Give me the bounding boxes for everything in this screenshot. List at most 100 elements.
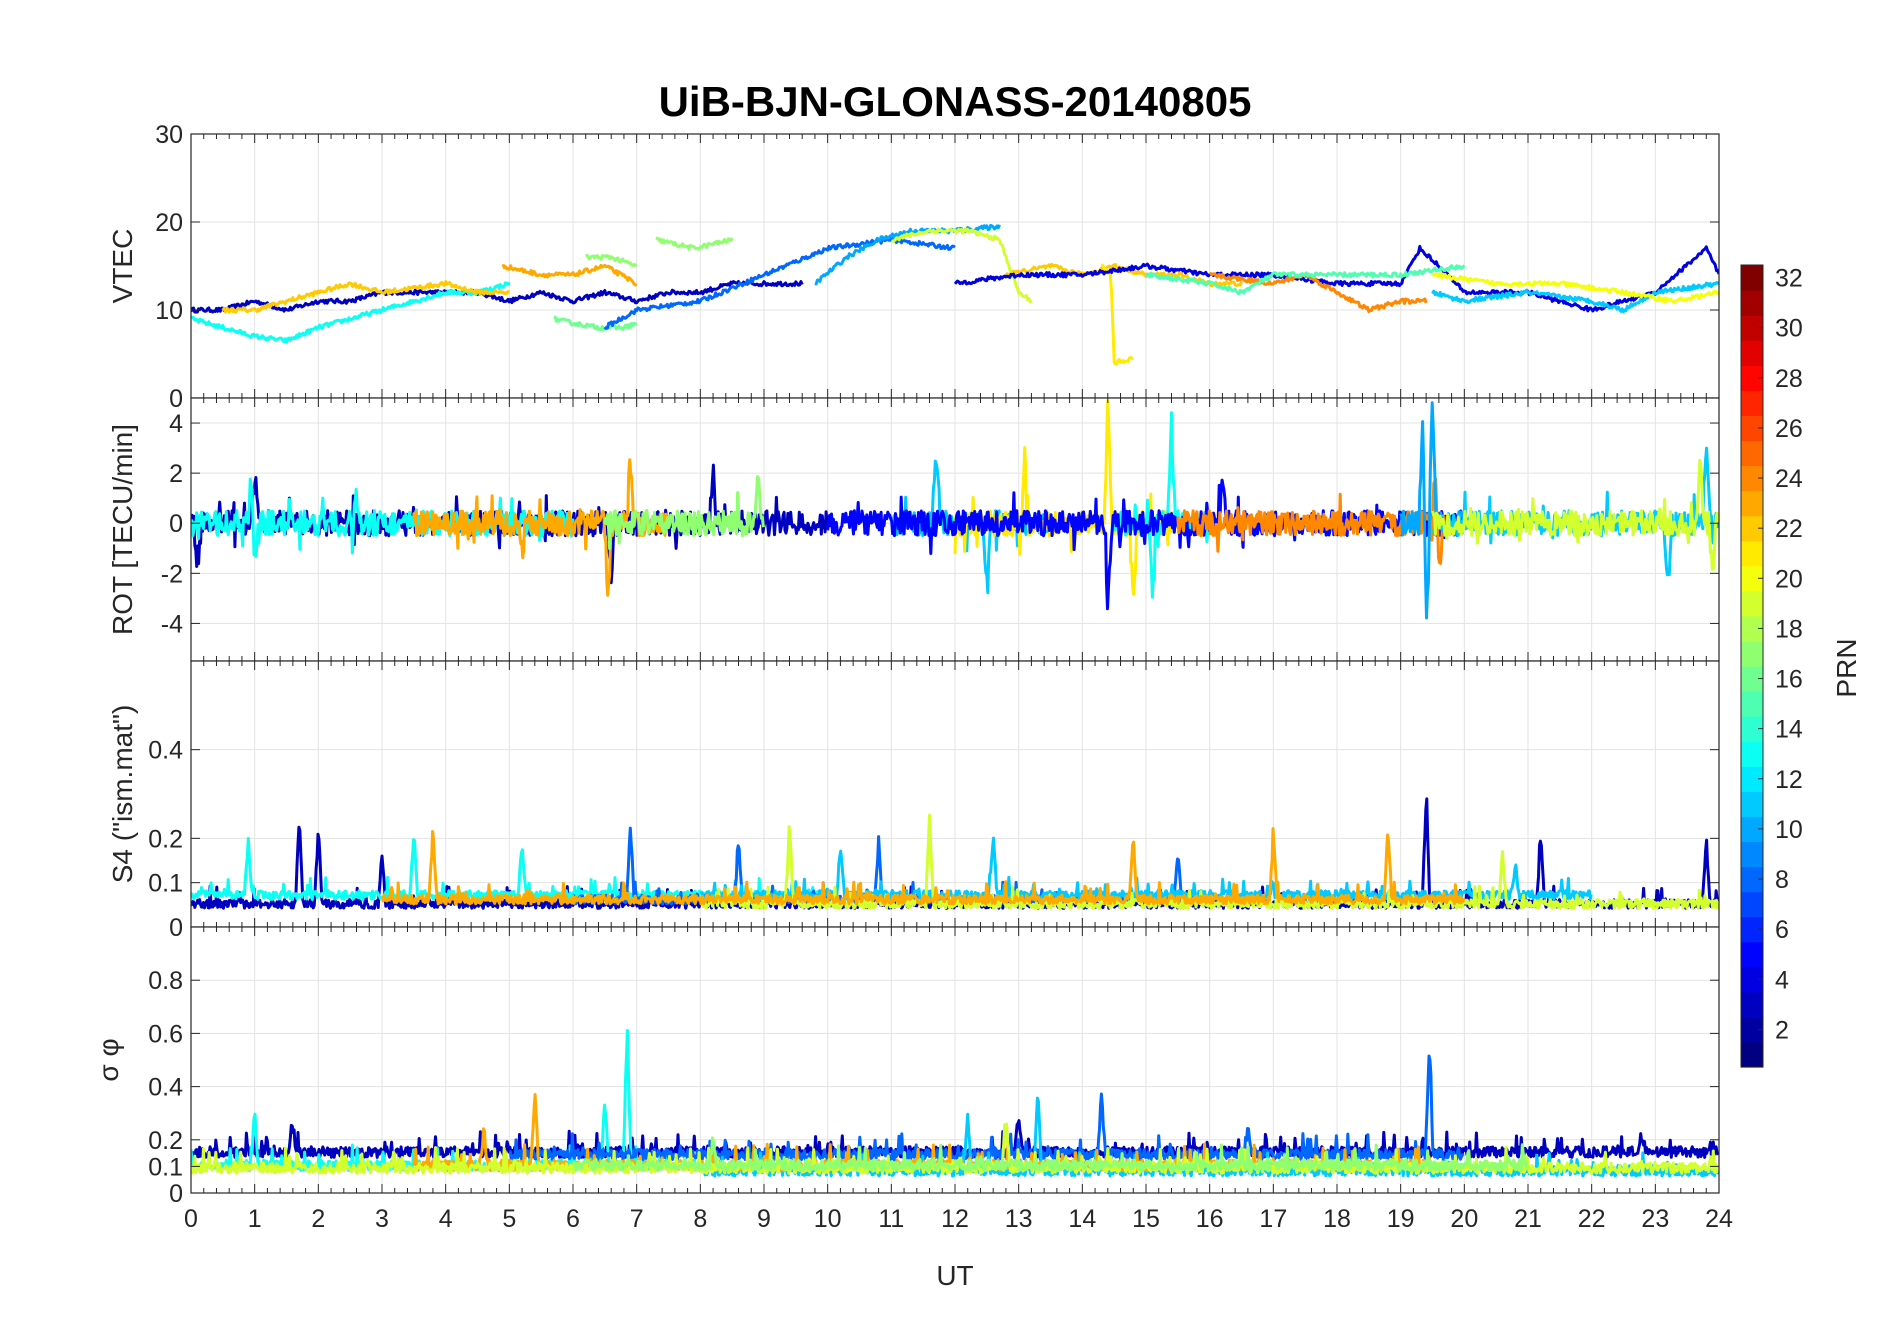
- colorbar-tick-label: 12: [1775, 766, 1803, 794]
- y-axis-label: VTEC: [107, 229, 138, 304]
- colorbar-segment: [1741, 691, 1763, 717]
- y-tick-label: 0.4: [148, 737, 183, 765]
- x-tick-label: 24: [1705, 1205, 1733, 1233]
- colorbar-segment: [1741, 1041, 1763, 1068]
- x-tick-label: 17: [1259, 1205, 1287, 1233]
- series-prn-17: [655, 236, 734, 251]
- x-tick-label: 10: [814, 1205, 842, 1233]
- series-prn-17: [571, 1136, 1529, 1173]
- colorbar-tick-label: 8: [1775, 866, 1789, 894]
- panel-0: 0 10 20 30 VTEC: [107, 121, 1720, 413]
- colorbar-segment: [1741, 791, 1763, 817]
- series-prn-22: [221, 280, 510, 314]
- series-group: [191, 223, 1719, 366]
- chart-title: UiB-BJN-GLONASS-20140805: [659, 78, 1252, 125]
- series-prn-21: [1100, 263, 1134, 366]
- colorbar-tick-label: 26: [1775, 415, 1803, 443]
- series-group: [191, 399, 1719, 620]
- colorbar-tick-label: 30: [1775, 315, 1803, 343]
- colorbar-segment: [1741, 415, 1763, 442]
- series-prn-8: [603, 236, 956, 331]
- colorbar-tick-label: 18: [1775, 615, 1803, 643]
- x-tick-label: 20: [1450, 1205, 1478, 1233]
- y-tick-label: 0.2: [148, 825, 183, 853]
- colorbar-segment: [1741, 741, 1763, 767]
- x-tick-label: 21: [1514, 1205, 1542, 1233]
- colorbar-label: PRN: [1831, 638, 1862, 697]
- x-tick-label: 18: [1323, 1205, 1351, 1233]
- y-tick-label: 0: [169, 510, 183, 538]
- series-prn-8: [508, 1054, 1465, 1162]
- colorbar-tick-label: 2: [1775, 1016, 1789, 1044]
- colorbar-tick-label: 4: [1775, 966, 1789, 994]
- y-tick-label: 0: [169, 1180, 183, 1208]
- y-tick-label: 0.8: [148, 967, 183, 995]
- series-prn-20: [1431, 272, 1719, 305]
- colorbar-segment: [1741, 565, 1763, 592]
- colorbar-segment: [1741, 991, 1763, 1018]
- colorbar-segment: [1741, 666, 1763, 692]
- x-tick-label: 5: [502, 1205, 516, 1233]
- series-prn-3: [191, 1119, 1719, 1159]
- y-tick-label: 0.6: [148, 1020, 183, 1048]
- colorbar-tick-label: 16: [1775, 666, 1803, 694]
- colorbar-segment: [1741, 966, 1763, 993]
- y-tick-label: 20: [155, 209, 183, 237]
- series-prn-16: [553, 315, 638, 332]
- colorbar-segment: [1741, 941, 1763, 968]
- series-prn-19: [1431, 458, 1719, 571]
- colorbar-segment: [1741, 716, 1763, 742]
- y-axis-label: σ φ: [93, 1038, 124, 1081]
- y-tick-label: 0: [169, 385, 183, 413]
- colorbar-tick-label: 10: [1775, 816, 1803, 844]
- colorbar-segment: [1741, 515, 1763, 542]
- x-tick-label: 23: [1641, 1205, 1669, 1233]
- x-tick-label: 11: [878, 1205, 904, 1233]
- colorbar-tick-label: 6: [1775, 916, 1789, 944]
- y-tick-label: 2: [169, 460, 183, 488]
- colorbar-segment: [1741, 440, 1763, 467]
- colorbar-segment: [1741, 590, 1763, 617]
- x-tick-label: 6: [566, 1205, 580, 1233]
- colorbar-segment: [1741, 640, 1763, 667]
- series-prn-17: [585, 253, 638, 267]
- y-tick-label: 0.4: [148, 1074, 183, 1102]
- y-tick-label: 30: [155, 121, 183, 149]
- x-tick-labels: 0 1 2 3 4 5 6 7 8 9 10 11 12 13 14 15 16 17 18 19 20 21 22 23 24: [184, 1205, 1733, 1233]
- x-tick-label: 9: [757, 1205, 771, 1233]
- colorbar-segment: [1741, 340, 1763, 366]
- series-prn-24: [1208, 272, 1428, 314]
- series-prn-17: [603, 475, 765, 550]
- x-tick-label: 7: [630, 1205, 644, 1233]
- y-tick-label: 4: [169, 410, 183, 438]
- colorbar-segment: [1741, 916, 1763, 943]
- colorbar-tick-label: 22: [1775, 515, 1803, 543]
- colorbar-segment: [1741, 465, 1763, 492]
- x-tick-label: 4: [439, 1205, 453, 1233]
- panel-3: 00.10.20.40.60.8σ φ0 1 2 3 4 5 6 7 8 9 10 11 12 13 14 1…: [93, 926, 1733, 1233]
- panel-1: -4 -2 0 2 4 ROT [TECU/min]: [107, 397, 1720, 662]
- colorbar-segment: [1741, 1016, 1763, 1043]
- colorbar-tick-label: 14: [1775, 716, 1803, 744]
- y-tick-label: 0.1: [148, 1153, 183, 1181]
- x-tick-label: 15: [1132, 1205, 1160, 1233]
- series-prn-23: [501, 263, 638, 287]
- x-tick-label: 2: [311, 1205, 325, 1233]
- y-tick-label: -2: [161, 560, 183, 588]
- x-tick-label: 3: [375, 1205, 389, 1233]
- x-tick-label: 22: [1578, 1205, 1606, 1233]
- colorbar-tick-label: 28: [1775, 365, 1803, 393]
- x-tick-label: 8: [693, 1205, 707, 1233]
- x-tick-label: 19: [1387, 1205, 1415, 1233]
- colorbar-segment: [1741, 866, 1763, 893]
- x-axis-label: UT: [936, 1260, 973, 1291]
- colorbar-tick-label: 20: [1775, 565, 1803, 593]
- series-group: [191, 797, 1719, 910]
- series-prn-15: [1145, 264, 1466, 296]
- panel-2: 0 0.1 0.2 0.4 S4 ("ism.mat"): [107, 660, 1720, 942]
- series-prn-13: [191, 281, 511, 344]
- y-tick-label: 0.2: [148, 1127, 183, 1155]
- y-tick-label: -4: [161, 610, 183, 638]
